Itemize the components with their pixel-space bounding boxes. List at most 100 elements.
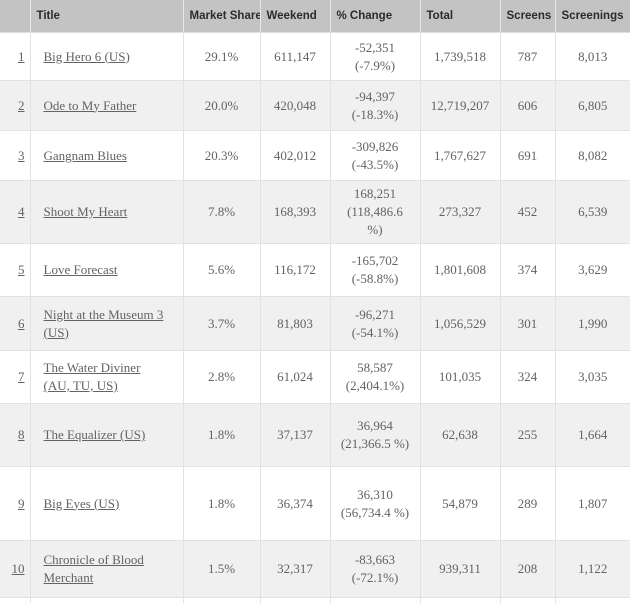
screens-cell: 208 xyxy=(499,540,556,598)
screens-cell: 691 xyxy=(499,130,556,181)
title-link[interactable]: Gangnam Blues xyxy=(43,147,127,163)
title-cell: Big Eyes (US) xyxy=(29,466,184,541)
column-header-screenings: Screenings xyxy=(554,0,630,33)
table-row: 6 Night at the Museum 3 (US) 3.7% 81,803 -96… xyxy=(0,296,630,351)
column-header-title: Title xyxy=(29,0,184,33)
weekend-cell: 611,147 xyxy=(259,32,331,81)
change-cell: -83,663 (-72.1%) xyxy=(329,540,421,598)
screenings-cell: 3,035 xyxy=(554,350,630,404)
title-cell: Shoot My Heart xyxy=(29,180,184,244)
screens-cell: 787 xyxy=(499,32,556,81)
table-row: 7 The Water Diviner (AU, TU, US) 2.8% 61,02… xyxy=(0,350,630,404)
rank-link[interactable]: 6 xyxy=(18,315,25,331)
market_share-cell: 7.8% xyxy=(182,180,261,244)
title-link[interactable]: Chronicle of Blood Merchant xyxy=(43,552,144,585)
screens-cell: 452 xyxy=(499,180,556,244)
change-cell: 58,587 (2,404.1%) xyxy=(329,350,421,404)
weekend-cell: 168,393 xyxy=(259,180,331,244)
screenings-cell: 1,990 xyxy=(554,296,630,351)
rank-link[interactable]: 4 xyxy=(18,204,25,219)
rank-cell: 8 xyxy=(0,403,31,467)
market_share-cell: 3.7% xyxy=(182,296,261,351)
table-row: 3 Gangnam Blues 20.3% 402,012 -309,826 (-43.… xyxy=(0,130,630,181)
total-cell: 12,719,207 xyxy=(419,80,501,131)
rank-link[interactable]: 9 xyxy=(18,495,25,511)
total-cell: 939,311 xyxy=(419,540,501,598)
title-cell: The Water Diviner (AU, TU, US) xyxy=(29,350,184,404)
column-header-change: % Change xyxy=(329,0,421,33)
total-cell: 1,801,608 xyxy=(419,243,501,297)
total-cell: 1,056,529 xyxy=(419,296,501,351)
column-header-market_share: Market Share xyxy=(182,0,261,33)
weekend-cell: 116,172 xyxy=(259,243,331,297)
column-header-total: Total xyxy=(419,0,501,33)
rank-link[interactable]: 8 xyxy=(18,427,25,442)
screens-cell: 606 xyxy=(499,80,556,131)
rank-link[interactable]: 3 xyxy=(18,147,25,163)
table-row: 8 The Equalizer (US) 1.8% 37,137 36,964 (21,… xyxy=(0,403,630,467)
change-cell: 36,310 (56,734.4 %) xyxy=(329,466,421,541)
weekend-cell: 402,012 xyxy=(259,130,331,181)
title-link[interactable]: The Water Diviner (AU, TU, US) xyxy=(43,360,141,393)
title-link[interactable]: Shoot My Heart xyxy=(43,204,128,219)
rank-link[interactable]: 10 xyxy=(11,561,25,576)
empty-cell xyxy=(499,597,556,603)
title-cell: Chronicle of Blood Merchant xyxy=(29,540,184,598)
screenings-cell: 1,122 xyxy=(554,540,630,598)
title-link[interactable]: Love Forecast xyxy=(43,262,118,277)
empty-cell xyxy=(419,597,501,603)
total-cell: 62,638 xyxy=(419,403,501,467)
rank-cell: 10 xyxy=(0,540,31,598)
screenings-cell: 6,805 xyxy=(554,80,630,131)
market_share-cell: 20.0% xyxy=(182,80,261,131)
market_share-cell: 1.8% xyxy=(182,403,261,467)
market_share-cell: 5.6% xyxy=(182,243,261,297)
title-cell: Big Hero 6 (US) xyxy=(29,32,184,81)
rank-link[interactable]: 5 xyxy=(18,262,25,277)
table-row: 9 Big Eyes (US) 1.8% 36,374 36,310 (56,734.4… xyxy=(0,466,630,541)
rank-link[interactable]: 7 xyxy=(18,369,25,384)
title-link[interactable]: Night at the Museum 3 (US) xyxy=(43,306,164,340)
title-link[interactable]: Big Eyes (US) xyxy=(43,495,120,511)
title-link[interactable]: Big Hero 6 (US) xyxy=(43,48,130,64)
title-link[interactable]: Ode to My Father xyxy=(43,97,137,113)
change-cell: -96,271 (-54.1%) xyxy=(329,296,421,351)
title-cell: Night at the Museum 3 (US) xyxy=(29,296,184,351)
screenings-cell: 8,013 xyxy=(554,32,630,81)
empty-cell xyxy=(329,597,421,603)
screenings-cell: 3,629 xyxy=(554,243,630,297)
title-cell: Gangnam Blues xyxy=(29,130,184,181)
screenings-cell: 1,807 xyxy=(554,466,630,541)
column-header-weekend: Weekend xyxy=(259,0,331,33)
rank-cell: 5 xyxy=(0,243,31,297)
table-body: 1 Big Hero 6 (US) 29.1% 611,147 -52,351 (-7.… xyxy=(0,32,630,603)
change-cell: -52,351 (-7.9%) xyxy=(329,32,421,81)
screens-cell: 289 xyxy=(499,466,556,541)
rank-cell: 9 xyxy=(0,466,31,541)
screenings-cell: 8,082 xyxy=(554,130,630,181)
title-cell: The Equalizer (US) xyxy=(29,403,184,467)
table-row: 10 Chronicle of Blood Merchant 1.5% 32,317-… xyxy=(0,540,630,598)
table-row: 4 Shoot My Heart 7.8% 168,393 168,251 (118,4… xyxy=(0,180,630,244)
rank-cell: 7 xyxy=(0,350,31,404)
market_share-cell: 20.3% xyxy=(182,130,261,181)
screenings-cell: 6,539 xyxy=(554,180,630,244)
empty-cell xyxy=(259,597,331,603)
weekend-cell: 32,317 xyxy=(259,540,331,598)
screens-cell: 324 xyxy=(499,350,556,404)
weekend-cell: 37,137 xyxy=(259,403,331,467)
change-cell: -94,397 (-18.3%) xyxy=(329,80,421,131)
screens-cell: 255 xyxy=(499,403,556,467)
partial-row xyxy=(0,597,630,603)
title-link[interactable]: The Equalizer (US) xyxy=(43,427,146,442)
screens-cell: 301 xyxy=(499,296,556,351)
total-cell: 1,767,627 xyxy=(419,130,501,181)
rank-cell: 4 xyxy=(0,180,31,244)
title-cell: Ode to My Father xyxy=(29,80,184,131)
rank-link[interactable]: 1 xyxy=(18,48,25,64)
column-header-screens: Screens xyxy=(499,0,556,33)
total-cell: 1,739,518 xyxy=(419,32,501,81)
rank-link[interactable]: 2 xyxy=(18,97,25,113)
rank-cell: 1 xyxy=(0,32,31,81)
